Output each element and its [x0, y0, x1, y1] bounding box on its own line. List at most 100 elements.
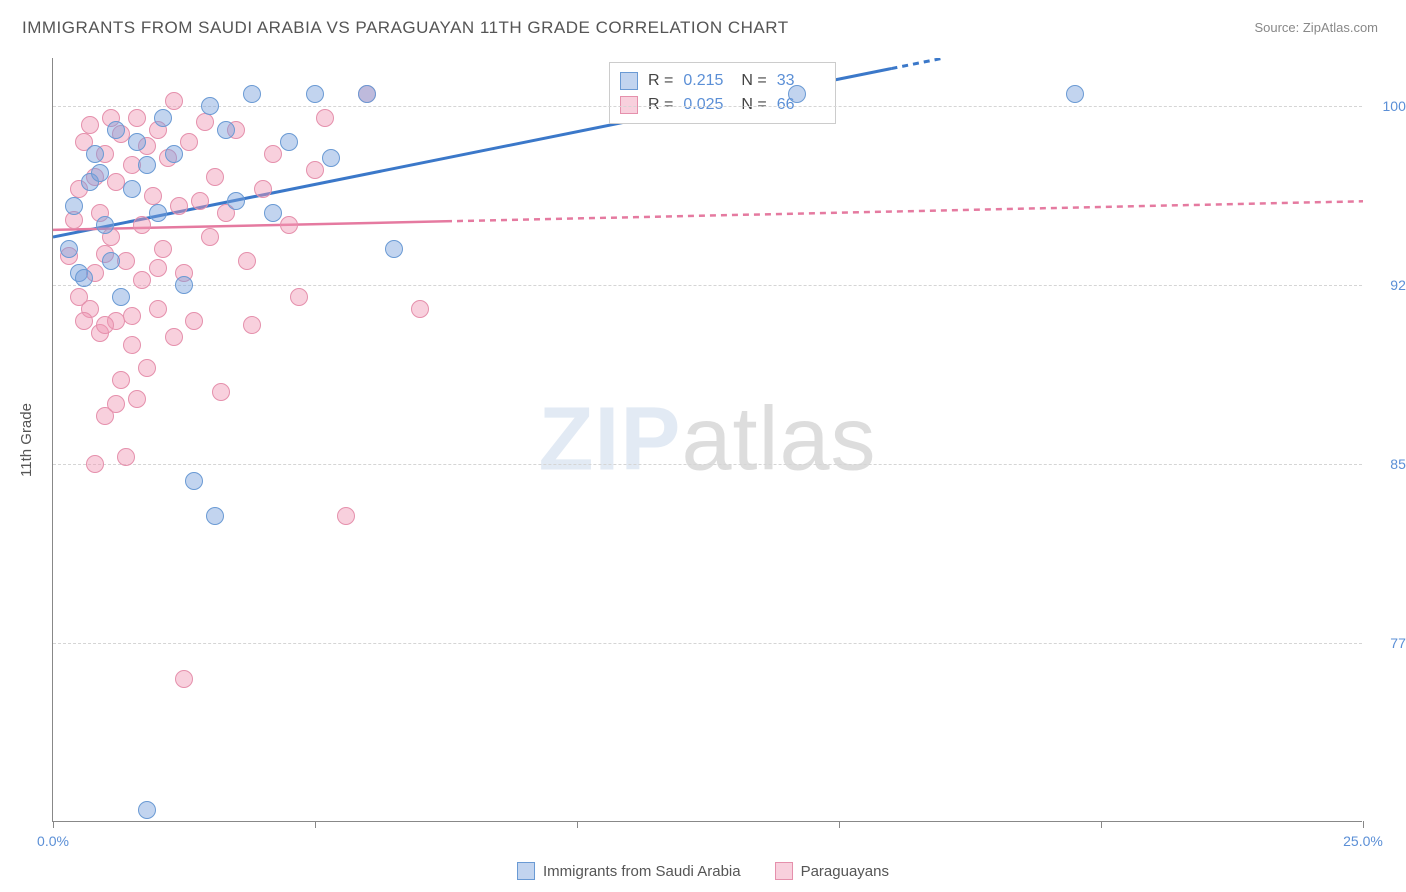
scatter-point — [65, 197, 83, 215]
gridline-h — [53, 285, 1362, 286]
legend-swatch — [517, 862, 535, 880]
scatter-point — [112, 371, 130, 389]
watermark-atlas: atlas — [681, 389, 876, 489]
scatter-point — [107, 121, 125, 139]
x-tick — [839, 821, 840, 828]
scatter-point — [243, 85, 261, 103]
scatter-point — [264, 204, 282, 222]
r-value-0: 0.215 — [683, 72, 731, 90]
scatter-point — [117, 448, 135, 466]
scatter-point — [165, 145, 183, 163]
scatter-point — [86, 455, 104, 473]
x-tick-label: 0.0% — [37, 833, 69, 849]
scatter-point — [206, 168, 224, 186]
scatter-point — [128, 390, 146, 408]
scatter-point — [175, 276, 193, 294]
x-tick — [53, 821, 54, 828]
scatter-point — [138, 801, 156, 819]
bottom-legend: Immigrants from Saudi Arabia Paraguayans — [517, 862, 889, 880]
gridline-h — [53, 643, 1362, 644]
scatter-point — [154, 240, 172, 258]
y-tick-label: 92.5% — [1370, 277, 1406, 293]
scatter-point — [175, 670, 193, 688]
swatch-series-0 — [620, 72, 638, 90]
n-label-0: N = — [741, 72, 766, 90]
scatter-point — [102, 252, 120, 270]
plot-area: ZIPatlas R = 0.215 N = 33 R = 0.025 N = … — [52, 58, 1362, 822]
scatter-point — [107, 395, 125, 413]
scatter-point — [280, 133, 298, 151]
scatter-point — [149, 300, 167, 318]
scatter-point — [149, 204, 167, 222]
scatter-point — [165, 328, 183, 346]
scatter-point — [86, 145, 104, 163]
scatter-point — [96, 216, 114, 234]
scatter-point — [191, 192, 209, 210]
scatter-point — [60, 240, 78, 258]
scatter-point — [123, 307, 141, 325]
scatter-point — [75, 312, 93, 330]
scatter-point — [206, 507, 224, 525]
legend-item: Paraguayans — [775, 862, 889, 880]
scatter-point — [133, 271, 151, 289]
scatter-point — [264, 145, 282, 163]
scatter-point — [138, 156, 156, 174]
scatter-point — [185, 472, 203, 490]
scatter-point — [254, 180, 272, 198]
scatter-point — [123, 336, 141, 354]
scatter-point — [180, 133, 198, 151]
y-axis-label: 11th Grade — [18, 403, 35, 477]
scatter-point — [238, 252, 256, 270]
legend-item: Immigrants from Saudi Arabia — [517, 862, 741, 880]
scatter-point — [212, 383, 230, 401]
legend-swatch — [775, 862, 793, 880]
y-tick-label: 85.0% — [1370, 456, 1406, 472]
scatter-point — [280, 216, 298, 234]
scatter-point — [81, 116, 99, 134]
chart-source: Source: ZipAtlas.com — [1254, 20, 1378, 35]
scatter-point — [385, 240, 403, 258]
scatter-point — [306, 161, 324, 179]
scatter-point — [133, 216, 151, 234]
scatter-point — [138, 359, 156, 377]
scatter-point — [411, 300, 429, 318]
scatter-point — [144, 187, 162, 205]
watermark: ZIPatlas — [538, 388, 876, 491]
scatter-point — [165, 92, 183, 110]
x-tick — [315, 821, 316, 828]
scatter-point — [316, 109, 334, 127]
scatter-point — [91, 164, 109, 182]
x-tick-label: 25.0% — [1343, 833, 1383, 849]
scatter-point — [227, 192, 245, 210]
scatter-point — [306, 85, 324, 103]
scatter-point — [1066, 85, 1084, 103]
legend-label: Paraguayans — [801, 863, 889, 880]
scatter-point — [128, 133, 146, 151]
scatter-point — [123, 180, 141, 198]
scatter-point — [75, 269, 93, 287]
scatter-point — [185, 312, 203, 330]
legend-label: Immigrants from Saudi Arabia — [543, 863, 741, 880]
scatter-point — [149, 259, 167, 277]
scatter-point — [201, 228, 219, 246]
scatter-point — [358, 85, 376, 103]
scatter-point — [788, 85, 806, 103]
x-tick — [577, 821, 578, 828]
scatter-point — [112, 288, 130, 306]
scatter-point — [290, 288, 308, 306]
r-label-0: R = — [648, 72, 673, 90]
scatter-point — [154, 109, 172, 127]
scatter-point — [243, 316, 261, 334]
gridline-h — [53, 464, 1362, 465]
scatter-point — [337, 507, 355, 525]
x-tick — [1101, 821, 1102, 828]
scatter-point — [128, 109, 146, 127]
y-tick-label: 100.0% — [1370, 98, 1406, 114]
x-tick — [1363, 821, 1364, 828]
y-tick-label: 77.5% — [1370, 635, 1406, 651]
scatter-point — [170, 197, 188, 215]
scatter-point — [117, 252, 135, 270]
scatter-point — [96, 316, 114, 334]
chart-title: IMMIGRANTS FROM SAUDI ARABIA VS PARAGUAY… — [22, 18, 789, 38]
scatter-point — [201, 97, 219, 115]
